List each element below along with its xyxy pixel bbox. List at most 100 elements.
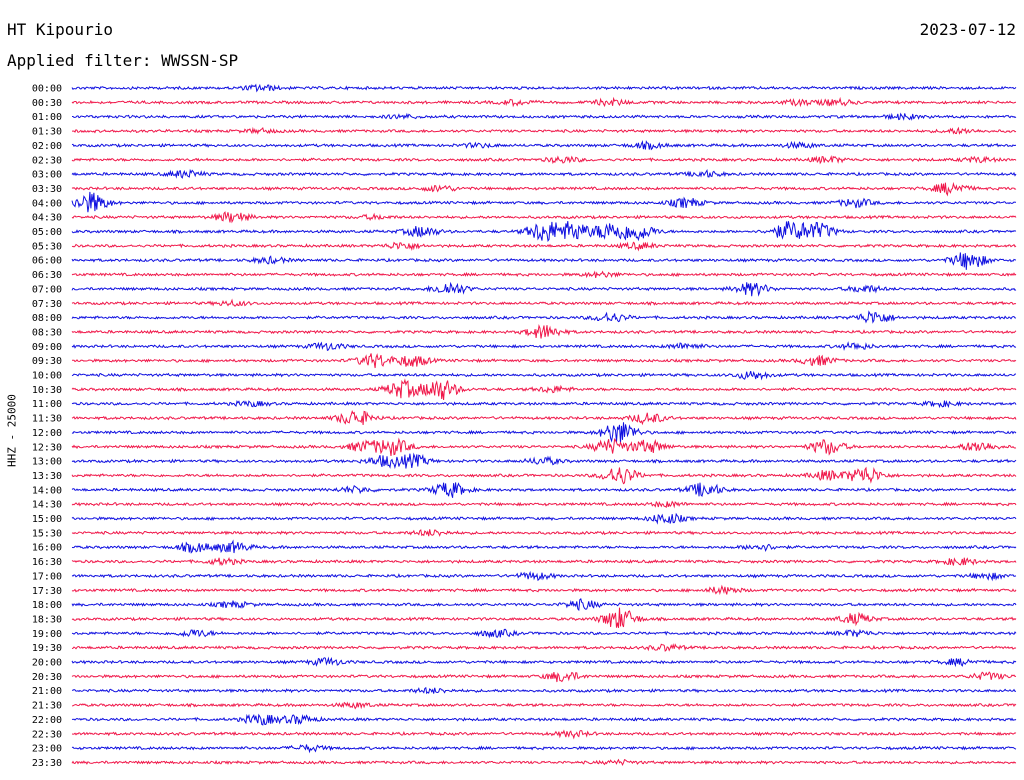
time-tick-label: 08:00 [32,313,62,324]
seismic-trace-0630 [71,270,1017,279]
time-tick-label: 05:30 [32,241,62,252]
time-tick-label: 08:30 [32,327,62,338]
seismic-trace-0500 [71,221,1017,242]
seismic-trace-1100 [71,399,1017,409]
time-tick-label: 21:30 [32,701,62,712]
time-tick-label: 22:30 [32,729,62,740]
seismic-trace-0430 [71,211,1017,224]
time-tick-label: 04:30 [32,213,62,224]
seismic-trace-0830 [71,323,1017,339]
time-tick-label: 03:00 [32,170,62,181]
seismic-trace-2030 [71,671,1017,683]
seismic-trace-1030 [71,378,1017,401]
seismic-trace-0530 [71,241,1017,252]
date-label: 2023-07-12 [919,20,1016,39]
seismic-trace-2130 [71,701,1017,710]
time-tick-label: 11:30 [32,414,62,425]
seismic-trace-0930 [71,353,1017,369]
seismic-trace-1930 [71,643,1017,652]
seismic-trace-1500 [71,512,1017,525]
time-tick-label: 15:00 [32,514,62,525]
time-tick-label: 23:30 [32,758,62,769]
seismic-trace-0230 [71,154,1017,165]
time-tick-label: 23:00 [32,744,62,755]
time-tick-label: 01:00 [32,112,62,123]
seismic-trace-0000 [71,83,1017,93]
seismic-trace-0700 [71,281,1017,297]
time-tick-label: 12:30 [32,442,62,453]
time-tick-label: 14:00 [32,485,62,496]
seismic-trace-2100 [72,686,1017,695]
time-tick-label: 05:00 [32,227,62,238]
seismic-trace-2000 [71,656,1017,668]
time-tick-label: 14:30 [32,500,62,511]
seismic-trace-0800 [71,310,1017,324]
seismic-trace-1800 [71,598,1017,612]
seismic-trace-1700 [71,570,1017,582]
seismic-trace-0600 [71,252,1017,270]
seismic-trace-0200 [71,139,1017,151]
time-tick-label: 07:00 [32,284,62,295]
time-tick-label: 01:30 [32,127,62,138]
time-tick-label: 16:30 [32,557,62,568]
seismic-trace-0130 [72,126,1017,135]
seismic-trace-2230 [71,729,1017,740]
seismic-trace-0900 [71,341,1017,352]
time-tick-label: 10:30 [32,385,62,396]
seismic-trace-1600 [71,539,1017,554]
seismic-trace-1400 [71,482,1017,498]
time-tick-label: 07:30 [32,299,62,310]
time-tick-label: 09:30 [32,356,62,367]
time-tick-label: 17:00 [32,571,62,582]
time-tick-label: 15:30 [32,528,62,539]
time-tick-label: 10:00 [32,371,62,382]
seismic-trace-0100 [72,112,1017,121]
time-tick-label: 21:00 [32,686,62,697]
seismic-trace-1630 [71,557,1017,567]
seismic-trace-2200 [71,713,1017,726]
seismic-trace-1900 [71,628,1017,639]
time-tick-label: 20:00 [32,658,62,669]
time-tick-label: 04:00 [32,198,62,209]
time-tick-label: 19:30 [32,643,62,654]
time-tick-label: 18:00 [32,600,62,611]
time-tick-label: 17:30 [32,586,62,597]
time-tick-label: 06:30 [32,270,62,281]
seismic-trace-1300 [71,452,1017,470]
time-tick-label: 19:00 [32,629,62,640]
station-title: HT Kipourio [7,20,113,39]
seismic-trace-1230 [71,437,1017,456]
time-tick-label: 22:00 [32,715,62,726]
time-tick-label: 00:00 [32,84,62,95]
seismic-trace-0300 [71,168,1017,179]
time-tick-label: 12:00 [32,428,62,439]
seismic-trace-1200 [71,422,1017,443]
time-tick-label: 20:30 [32,672,62,683]
time-tick-label: 13:30 [32,471,62,482]
seismic-trace-1330 [71,466,1017,485]
time-tick-label: 11:00 [32,399,62,410]
filter-label: Applied filter: WWSSN-SP [7,51,239,70]
seismic-trace-0400 [71,191,1017,213]
seismic-trace-2330 [71,758,1017,766]
time-tick-label: 18:30 [32,614,62,625]
seismic-trace-1430 [71,500,1017,509]
time-tick-label: 00:30 [32,98,62,109]
seismic-trace-1130 [71,409,1017,426]
time-tick-label: 03:30 [32,184,62,195]
time-tick-label: 16:00 [32,543,62,554]
seismic-trace-1830 [71,607,1017,628]
seismic-trace-1530 [71,529,1017,537]
seismic-trace-1000 [71,370,1017,381]
time-tick-label: 09:00 [32,342,62,353]
seismic-trace-0030 [71,96,1017,108]
seismic-trace-2300 [71,744,1017,754]
seismic-trace-0330 [71,181,1017,197]
seismic-trace-1730 [71,584,1017,596]
time-tick-label: 02:30 [32,155,62,166]
time-tick-label: 13:00 [32,457,62,468]
seismic-trace-0730 [71,298,1017,307]
time-tick-label: 06:00 [32,256,62,267]
time-tick-label: 02:00 [32,141,62,152]
